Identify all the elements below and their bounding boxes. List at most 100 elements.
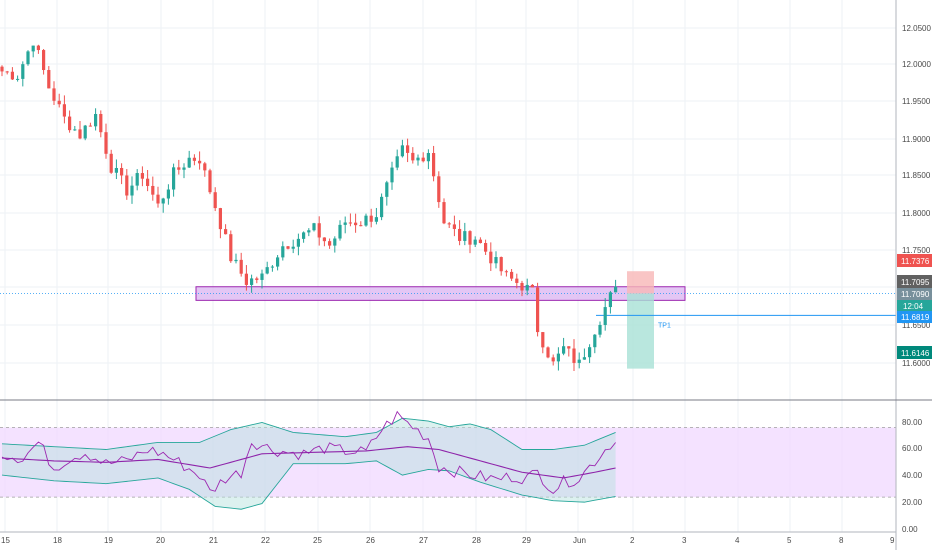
candle xyxy=(354,222,358,226)
candle xyxy=(598,324,602,335)
stop-price-tag-text: 11.7376 xyxy=(901,257,930,266)
candle xyxy=(473,239,477,245)
candle xyxy=(484,243,488,252)
time-label: 28 xyxy=(472,536,481,545)
candle xyxy=(146,178,150,186)
stop-loss-box[interactable] xyxy=(627,271,654,294)
candle xyxy=(177,167,181,170)
candle xyxy=(447,223,451,225)
candle xyxy=(239,259,243,274)
take-profit-box[interactable] xyxy=(627,293,654,369)
zone-price-tag-text: 11.7090 xyxy=(901,290,930,299)
candle xyxy=(166,189,170,199)
candle xyxy=(317,223,321,238)
candle xyxy=(302,232,306,239)
candle xyxy=(333,238,337,246)
candle xyxy=(463,231,467,241)
candle xyxy=(416,157,420,161)
candle xyxy=(78,129,82,139)
candle xyxy=(395,156,399,168)
candle xyxy=(426,153,430,162)
candle xyxy=(31,45,35,52)
candle xyxy=(406,145,410,153)
price-axis[interactable]: 12.0500 12.0000 11.9500 11.9000 11.8500 … xyxy=(902,24,931,368)
candle xyxy=(10,71,14,80)
candle xyxy=(328,241,332,246)
candle xyxy=(36,45,40,51)
candle xyxy=(68,116,72,131)
candle xyxy=(125,175,129,196)
time-label: 2 xyxy=(630,536,635,545)
candle xyxy=(151,185,155,195)
candle xyxy=(603,307,607,325)
candle xyxy=(260,273,264,280)
candle xyxy=(5,71,9,73)
candle xyxy=(0,66,4,72)
candle xyxy=(499,257,503,272)
candle xyxy=(478,239,482,244)
price-label: 11.6500 xyxy=(902,321,931,330)
price-label: 12.0500 xyxy=(902,24,931,33)
time-label: 8 xyxy=(839,536,844,545)
rsi-label: 0.00 xyxy=(902,525,918,534)
candle xyxy=(510,271,514,279)
candle xyxy=(21,64,25,79)
candle xyxy=(343,222,347,225)
price-pane[interactable]: TP1 xyxy=(0,44,896,371)
candle xyxy=(94,113,98,127)
rsi-pane[interactable] xyxy=(0,410,896,510)
time-label: 4 xyxy=(735,536,740,545)
candle xyxy=(593,334,597,348)
candle xyxy=(42,50,46,71)
time-label: 19 xyxy=(104,536,113,545)
candle xyxy=(432,153,436,177)
rsi-axis[interactable]: 80.00 60.00 40.00 20.00 0.00 xyxy=(902,418,923,534)
rsi-label: 20.00 xyxy=(902,498,923,507)
price-label: 11.9500 xyxy=(902,97,931,106)
price-label: 12.0000 xyxy=(902,60,931,69)
candle xyxy=(338,224,342,239)
time-label: 21 xyxy=(209,536,218,545)
time-label: 25 xyxy=(313,536,322,545)
rsi-line xyxy=(1,410,616,494)
time-axis[interactable]: 15 18 19 20 21 22 25 26 27 28 29 Jun 2 3… xyxy=(1,536,895,545)
candle xyxy=(156,194,160,204)
candle xyxy=(73,129,77,131)
candle xyxy=(400,145,404,157)
tp1-price-tag xyxy=(897,311,932,323)
candle xyxy=(556,353,560,362)
candle xyxy=(582,357,586,360)
time-label: 15 xyxy=(1,536,10,545)
candle xyxy=(562,346,566,354)
candle xyxy=(536,287,540,333)
candle xyxy=(88,125,92,127)
candle xyxy=(577,359,581,363)
rsi-ma-line xyxy=(1,446,616,479)
candle xyxy=(213,192,217,209)
candle xyxy=(229,234,233,262)
candle xyxy=(437,176,441,203)
candle xyxy=(109,153,113,173)
time-label: 29 xyxy=(522,536,531,545)
candle xyxy=(203,163,207,171)
rsi-label: 60.00 xyxy=(902,444,923,453)
rsi-label: 80.00 xyxy=(902,418,923,427)
candle xyxy=(458,228,462,241)
candle xyxy=(411,152,415,161)
price-label: 11.8000 xyxy=(902,209,931,218)
candle xyxy=(504,271,508,273)
time-label: 18 xyxy=(53,536,62,545)
candle xyxy=(489,251,493,264)
candle xyxy=(250,278,254,285)
target-price-tag-text: 11.6146 xyxy=(901,349,930,358)
bollinger-lower xyxy=(1,460,616,510)
candle xyxy=(234,259,238,262)
candle xyxy=(187,157,191,168)
rsi-label: 40.00 xyxy=(902,471,923,480)
target-price-tag xyxy=(897,346,932,359)
price-label: 11.7500 xyxy=(902,246,931,255)
candle xyxy=(520,282,524,291)
bollinger-upper xyxy=(1,417,616,450)
candle xyxy=(307,230,311,233)
